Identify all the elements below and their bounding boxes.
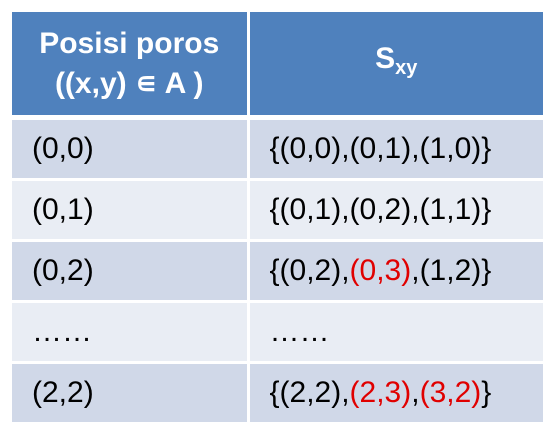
cell-sxy: {(0,1),(0,2),(1,1)} — [248, 179, 543, 242]
table-row: (0,2) {(0,2),(0,3),(1,2)} — [12, 240, 543, 303]
header-sxy-subscript: xy — [395, 57, 418, 79]
sxy-segment: …… — [269, 315, 330, 348]
header-sxy: Sxy — [248, 12, 543, 120]
sxy-highlight-segment: (2,3) — [349, 376, 412, 409]
sxy-segment: ,(1,2)} — [411, 254, 492, 287]
table-body: (0,0) {(0,0),(0,1),(1,0)} (0,1) {(0,1),(0,2… — [12, 117, 543, 425]
table-row: (0,1) {(0,1),(0,2),(1,1)} — [12, 179, 543, 242]
table-row: …… …… — [12, 301, 543, 364]
cell-sxy: {(0,2),(0,3),(1,2)} — [248, 240, 543, 303]
cell-sxy: {(2,2),(2,3),(3,2)} — [248, 362, 543, 425]
cell-sxy: {(0,0),(0,1),(1,0)} — [248, 117, 543, 181]
cell-sxy: …… — [248, 301, 543, 364]
table-row: (2,2) {(2,2),(2,3),(3,2)} — [12, 362, 543, 425]
sxy-segment: } — [481, 376, 492, 409]
cell-pivot-position: (0,2) — [12, 240, 250, 303]
header-pivot-line1: Posisi poros — [39, 26, 220, 60]
sxy-segment: {(2,2), — [269, 376, 350, 409]
sxy-highlight-segment: (3,2) — [419, 376, 482, 409]
cell-pivot-position: (0,1) — [12, 179, 250, 242]
sxy-segment: {(0,1),(0,2),(1,1)} — [269, 193, 492, 226]
sxy-highlight-segment: (0,3) — [349, 254, 412, 287]
header-sxy-main: S — [375, 42, 396, 75]
header-row: Posisi poros ((x,y) ∊ A ) Sxy — [12, 12, 543, 120]
table-row: (0,0) {(0,0),(0,1),(1,0)} — [12, 117, 543, 181]
sxy-segment: {(0,2), — [269, 254, 350, 287]
cell-pivot-position: (2,2) — [12, 362, 250, 425]
sxy-segment: , — [411, 376, 420, 409]
pivot-table: Posisi poros ((x,y) ∊ A ) Sxy (0,0) {(0,0… — [12, 12, 543, 425]
sxy-segment: {(0,0),(0,1),(1,0)} — [269, 132, 492, 165]
header-pivot-line2: ((x,y) ∊ A ) — [54, 66, 204, 100]
header-pivot-position: Posisi poros ((x,y) ∊ A ) — [12, 12, 250, 120]
cell-pivot-position: (0,0) — [12, 117, 250, 181]
table-frame: Posisi poros ((x,y) ∊ A ) Sxy (0,0) {(0,0… — [12, 12, 543, 425]
cell-pivot-position: …… — [12, 301, 250, 364]
